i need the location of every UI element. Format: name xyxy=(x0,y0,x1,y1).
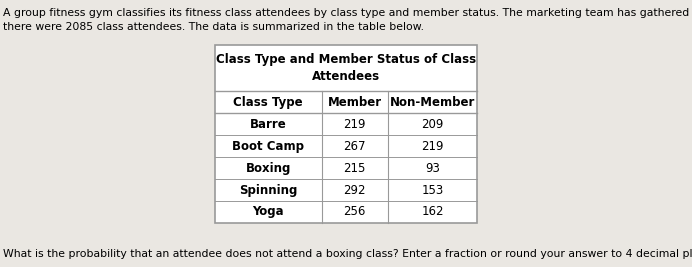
Text: 219: 219 xyxy=(421,140,444,153)
Text: 209: 209 xyxy=(421,118,444,131)
Text: 267: 267 xyxy=(343,140,366,153)
Text: Spinning: Spinning xyxy=(239,184,298,197)
Text: Attendees: Attendees xyxy=(312,70,380,83)
Text: A group fitness gym classifies its fitness class attendees by class type and mem: A group fitness gym classifies its fitne… xyxy=(3,8,692,32)
Text: 93: 93 xyxy=(425,162,440,175)
Text: 256: 256 xyxy=(343,206,366,218)
Text: 215: 215 xyxy=(343,162,366,175)
Text: What is the probability that an attendee does not attend a boxing class? Enter a: What is the probability that an attendee… xyxy=(3,249,692,259)
Text: Barre: Barre xyxy=(250,118,286,131)
Text: Member: Member xyxy=(327,96,382,109)
Text: 162: 162 xyxy=(421,206,444,218)
Text: Boxing: Boxing xyxy=(246,162,291,175)
Text: Boot Camp: Boot Camp xyxy=(232,140,304,153)
Text: Yoga: Yoga xyxy=(253,206,284,218)
Bar xyxy=(215,45,477,223)
Text: 219: 219 xyxy=(343,118,366,131)
Text: Non-Member: Non-Member xyxy=(390,96,475,109)
Text: Class Type and Member Status of Class: Class Type and Member Status of Class xyxy=(216,53,476,66)
Text: 292: 292 xyxy=(343,184,366,197)
Text: 153: 153 xyxy=(421,184,444,197)
Text: Class Type: Class Type xyxy=(233,96,303,109)
